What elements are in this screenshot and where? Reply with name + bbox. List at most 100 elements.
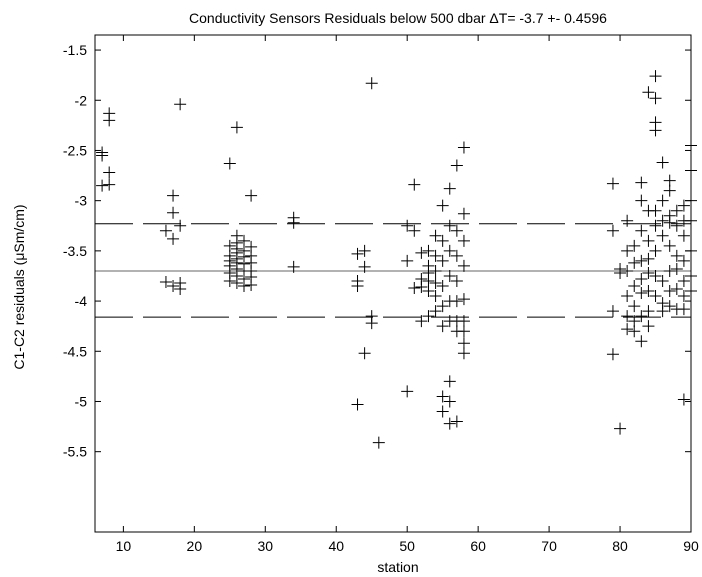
data-point — [429, 276, 442, 289]
data-point — [677, 290, 690, 303]
data-point — [287, 216, 300, 229]
data-point — [223, 157, 236, 170]
data-point — [415, 246, 428, 259]
data-point — [635, 254, 648, 267]
data-point — [436, 234, 449, 247]
data-point — [450, 224, 463, 237]
data-point — [230, 276, 243, 289]
data-point — [245, 189, 258, 202]
data-point — [642, 285, 655, 298]
data-point — [677, 254, 690, 267]
data-point — [656, 305, 669, 318]
data-point — [656, 214, 669, 227]
data-point — [628, 325, 641, 338]
data-point — [415, 315, 428, 328]
data-point — [223, 239, 236, 252]
data-point — [670, 249, 683, 262]
data-point — [677, 274, 690, 287]
data-point — [96, 179, 109, 192]
data-point — [422, 274, 435, 287]
data-point — [628, 315, 641, 328]
data-point — [436, 280, 449, 293]
data-point — [621, 323, 634, 336]
reference-lines — [95, 223, 691, 318]
data-point — [457, 207, 470, 220]
data-point — [167, 206, 180, 219]
data-point — [230, 121, 243, 134]
x-tick-label: 80 — [612, 538, 628, 554]
x-tick-label: 30 — [257, 538, 273, 554]
x-tick-label: 20 — [187, 538, 203, 554]
y-tick-label: -3 — [75, 193, 88, 209]
data-point — [103, 166, 116, 179]
data-point — [663, 285, 676, 298]
x-tick-label: 60 — [470, 538, 486, 554]
data-point — [436, 199, 449, 212]
data-point — [649, 219, 662, 232]
data-point — [457, 315, 470, 328]
data-point — [443, 269, 456, 282]
x-tick-label: 70 — [541, 538, 557, 554]
data-point — [167, 232, 180, 245]
data-point — [422, 310, 435, 323]
data-point — [443, 417, 456, 430]
data-point — [635, 176, 648, 189]
y-tick-label: -2 — [75, 92, 88, 108]
data-point — [159, 224, 172, 237]
chart-title: Conductivity Sensors Residuals below 500… — [189, 10, 607, 26]
data-point — [656, 274, 669, 287]
data-point — [450, 415, 463, 428]
data-point — [621, 244, 634, 257]
data-point — [677, 229, 690, 242]
data-point — [103, 114, 116, 127]
data-point — [606, 224, 619, 237]
data-point — [670, 219, 683, 232]
data-point — [642, 252, 655, 265]
data-point — [642, 266, 655, 279]
data-point — [642, 86, 655, 99]
data-point — [351, 398, 364, 411]
data-point — [457, 337, 470, 350]
data-point — [167, 189, 180, 202]
data-point — [358, 244, 371, 257]
data-point — [436, 320, 449, 333]
data-point — [656, 229, 669, 242]
data-point — [642, 320, 655, 333]
data-point — [372, 436, 385, 449]
data-point — [663, 174, 676, 187]
y-tick-label: -5.5 — [63, 444, 87, 460]
data-point — [457, 293, 470, 306]
data-point — [457, 141, 470, 154]
data-point — [429, 305, 442, 318]
data-point — [656, 156, 669, 169]
data-point — [408, 224, 421, 237]
data-point — [422, 285, 435, 298]
data-point — [223, 274, 236, 287]
data-point — [422, 244, 435, 257]
data-point — [628, 280, 641, 293]
data-point — [103, 178, 116, 191]
x-tick-label: 90 — [683, 538, 699, 554]
data-point — [621, 310, 634, 323]
data-point — [429, 229, 442, 242]
data-point — [443, 395, 456, 408]
data-point — [614, 266, 627, 279]
data-point — [677, 199, 690, 212]
y-tick-label: -4.5 — [63, 343, 87, 359]
data-point — [635, 287, 648, 300]
x-tick-label: 50 — [399, 538, 415, 554]
data-point — [450, 274, 463, 287]
data-point — [436, 254, 449, 267]
data-point — [670, 262, 683, 275]
data-point — [457, 234, 470, 247]
data-point — [670, 204, 683, 217]
data-point — [635, 272, 648, 285]
x-axis-label: station — [377, 559, 418, 575]
y-tick-label: -3.5 — [63, 243, 87, 259]
data-point — [358, 347, 371, 360]
data-point — [649, 269, 662, 282]
data-point — [401, 254, 414, 267]
data-point — [649, 92, 662, 105]
data-point — [174, 98, 187, 111]
data-point — [606, 305, 619, 318]
